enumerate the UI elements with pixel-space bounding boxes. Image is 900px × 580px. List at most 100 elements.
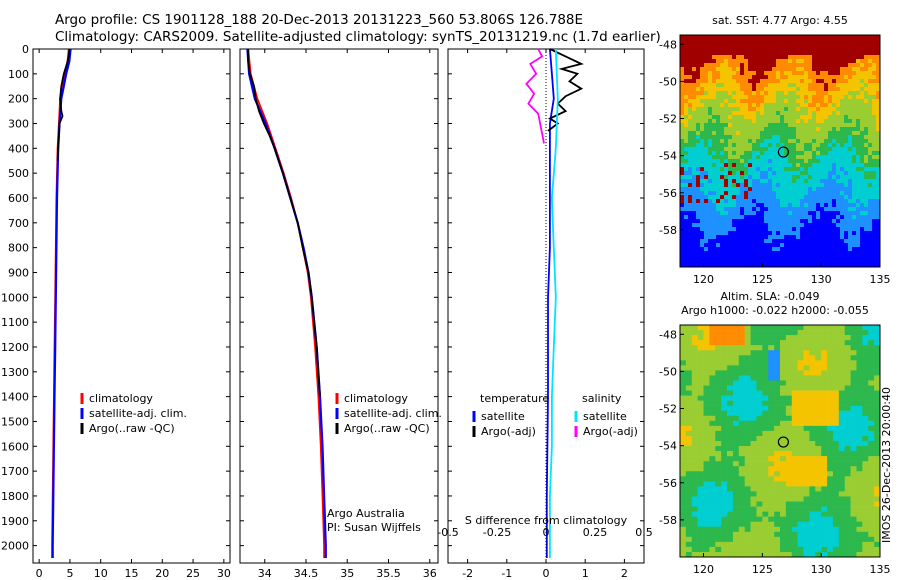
sst-map-cell (752, 127, 757, 132)
sla-map-cell (738, 521, 745, 528)
sst-map-cell (836, 231, 841, 236)
sst-map-cell (680, 179, 685, 184)
sla-map-cell (774, 405, 781, 412)
sst-map-cell (836, 83, 841, 88)
sla-map-cell (768, 481, 775, 487)
sst-map-cell (816, 147, 821, 152)
sla-map-cell (862, 486, 869, 492)
sla-map-cell (732, 390, 740, 396)
sst-map-cell (688, 211, 693, 216)
sst-map-cell (824, 47, 829, 52)
sst-map-cell (780, 103, 785, 108)
sst-map-cell (784, 155, 789, 160)
sst-map-cell (744, 99, 749, 104)
sst-map-cell (844, 47, 849, 52)
sst-map-cell (848, 211, 853, 216)
sst-map-cell (724, 223, 729, 228)
sst-map-cell (680, 47, 685, 52)
sst-map-cell (748, 119, 753, 124)
sst-map-cell (680, 35, 685, 40)
sst-map-cell (828, 99, 833, 104)
sst-map-cell (840, 219, 845, 224)
sst-map-cell (796, 75, 801, 80)
sla-map-cell (844, 340, 851, 346)
sst-map-cell (808, 259, 813, 264)
sst-map-cell (852, 71, 857, 76)
sst-map-cell (832, 35, 837, 40)
sla-map-cell (856, 441, 863, 447)
sst-map-cell (736, 99, 741, 104)
sst-map-cell (728, 239, 733, 244)
sst-map-cell (868, 147, 873, 152)
sst-map-cell (720, 71, 725, 76)
sla-map-cell (791, 536, 798, 543)
sla-map-cell (780, 430, 787, 437)
sst-map-cell (872, 247, 877, 252)
sla-map-cell (768, 415, 775, 422)
sst-map-cell (784, 207, 789, 212)
sst-map-cell (768, 243, 773, 248)
sla-map-cell (821, 511, 828, 517)
sst-map-cell (792, 103, 797, 108)
sla-map-cell (709, 511, 716, 517)
sst-map-cell (876, 195, 881, 200)
sst-map-cell (760, 83, 765, 88)
sst-map-cell (700, 183, 705, 188)
sla-map-cell (874, 350, 881, 356)
sst-map-cell (784, 151, 789, 156)
sst-map-cell (872, 91, 877, 96)
sst-map-cell (776, 111, 781, 116)
sst-map-cell (716, 99, 721, 104)
sst-map-cell (752, 35, 757, 40)
sla-map-cell (768, 441, 775, 447)
sst-map-cell (700, 39, 705, 44)
sst-map-cell (768, 47, 773, 52)
difference-plot-frame (447, 48, 645, 564)
sst-map-cell (744, 163, 749, 168)
sla-map-cell (785, 340, 793, 346)
sst-map-cell (744, 159, 749, 164)
sst-map-cell (740, 139, 745, 144)
sla-map-cell (744, 461, 751, 467)
sst-map-cell (696, 251, 701, 256)
sla-map-cell (815, 410, 822, 417)
sst-map-cell (756, 103, 761, 108)
sst-map-cell (720, 99, 725, 104)
sst-map-cell (772, 207, 777, 212)
sla-map-cell (744, 506, 751, 512)
sst-map-cell (724, 235, 729, 240)
sst-map-cell (728, 87, 733, 92)
sla-map-cell (821, 471, 828, 477)
sst-map-cell (792, 151, 797, 156)
sst-map-cell (756, 207, 761, 212)
sst-map-cell (796, 251, 801, 256)
sla-map-cell (868, 425, 875, 432)
sla-map-cell (856, 496, 863, 502)
sst-map-cell (724, 175, 729, 180)
sst-map-cell (828, 259, 833, 264)
sst-map-cell (868, 175, 873, 180)
sst-map-cell (828, 163, 833, 168)
sst-map-cell (820, 211, 825, 216)
sla-map-cell (868, 551, 875, 558)
sst-map-cell (868, 259, 873, 264)
sst-map-cell (872, 211, 877, 216)
sla-map-cell (815, 370, 822, 376)
sst-map-cell (788, 255, 793, 260)
sst-map-cell (816, 71, 821, 76)
sst-map-cell (824, 231, 829, 236)
sla-map-cell (750, 451, 757, 457)
sst-map-cell (700, 159, 705, 164)
sla-map-cell (750, 496, 757, 502)
sla-map-xtick-label: 125 (752, 563, 773, 576)
sla-map-cell (768, 435, 775, 442)
sst-map-cell (824, 259, 829, 264)
sst-map-cell (840, 59, 845, 64)
sst-map-cell (780, 187, 785, 192)
sst-map-cell (868, 111, 873, 116)
sst-map-cell (768, 179, 773, 184)
sst-map-cell (752, 107, 757, 112)
sla-map-cell (703, 466, 710, 472)
diff-legend-label-2: satellite (583, 410, 627, 423)
sst-map-cell (828, 243, 833, 248)
